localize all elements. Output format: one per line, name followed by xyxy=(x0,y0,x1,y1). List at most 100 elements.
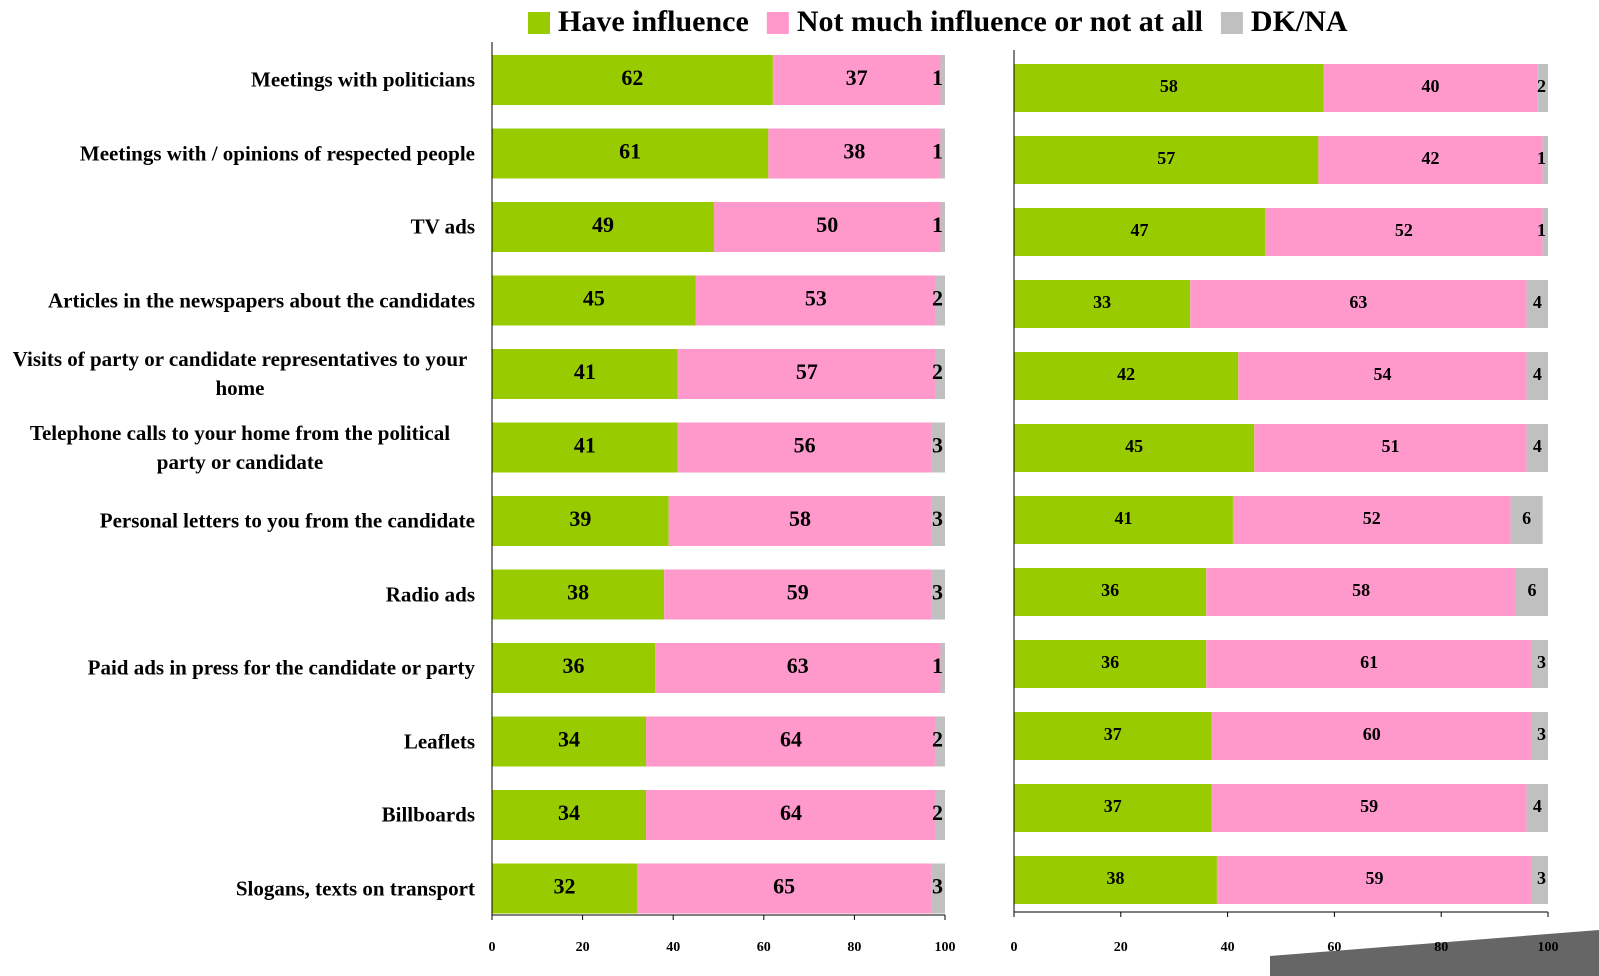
category-label: Paid ads in press for the candidate or p… xyxy=(5,654,475,683)
category-label: Personal letters to you from the candida… xyxy=(5,507,475,536)
value-label: 3 xyxy=(1537,652,1546,672)
value-label: 45 xyxy=(583,286,605,311)
value-label: 64 xyxy=(780,800,802,825)
x-tick-label: 80 xyxy=(1434,940,1448,955)
category-label: Meetings with / opinions of respected pe… xyxy=(5,139,475,168)
category-label: Radio ads xyxy=(5,580,475,609)
bar-segment xyxy=(492,349,678,399)
value-label: 41 xyxy=(574,433,596,458)
bar-segment xyxy=(677,349,936,399)
category-text: Slogans, texts on transport xyxy=(235,876,475,900)
value-label: 36 xyxy=(563,653,585,678)
value-label: 37 xyxy=(1104,796,1122,816)
x-tick-label: 80 xyxy=(847,940,861,955)
bar-segment xyxy=(1238,352,1527,400)
value-label: 47 xyxy=(1130,220,1148,240)
value-label: 34 xyxy=(558,800,580,825)
bar-segment xyxy=(1542,136,1548,184)
bar-segment xyxy=(940,643,945,693)
category-text: Visits of party or candidate representat… xyxy=(12,347,468,400)
bar-segment xyxy=(1318,136,1543,184)
value-label: 39 xyxy=(569,506,591,531)
value-label: 54 xyxy=(1373,364,1391,384)
legend-label: DK/NA xyxy=(1251,5,1348,38)
value-label: 37 xyxy=(1104,724,1122,744)
bar-segment xyxy=(492,202,714,252)
bar-segment xyxy=(636,863,932,914)
value-label: 51 xyxy=(1381,436,1399,456)
category-text: Radio ads xyxy=(385,582,475,606)
value-label: 4 xyxy=(1533,292,1542,312)
bar-segment xyxy=(1216,856,1532,904)
bar-segment xyxy=(931,569,945,620)
bar-segment xyxy=(935,349,945,399)
bar-segment xyxy=(1014,568,1207,616)
bar-segment xyxy=(1211,784,1527,832)
bar-segment xyxy=(940,128,945,179)
category-text: Articles in the newspapers about the can… xyxy=(47,288,475,312)
legend-swatch xyxy=(1220,12,1243,34)
category-text: Billboards xyxy=(381,802,475,827)
bar-segment xyxy=(1526,280,1548,328)
x-tick-label: 0 xyxy=(1011,940,1018,955)
value-label: 2 xyxy=(932,359,943,384)
value-label: 1 xyxy=(932,653,943,678)
x-tick-label: 0 xyxy=(489,940,496,955)
category-label: Leaflets xyxy=(5,727,475,756)
value-label: 64 xyxy=(780,727,802,752)
bar-segment xyxy=(1264,208,1543,256)
category-text: Leaflets xyxy=(403,729,475,753)
bar-segment xyxy=(655,643,941,693)
bar-segment xyxy=(931,422,945,473)
value-label: 61 xyxy=(619,139,641,164)
decoration xyxy=(1270,930,1599,976)
value-label: 52 xyxy=(1395,220,1413,240)
x-tick-label: 20 xyxy=(1114,940,1128,955)
value-label: 38 xyxy=(843,139,865,164)
bar-segment xyxy=(646,790,936,840)
value-label: 59 xyxy=(787,580,809,605)
category-text: Meetings with politicians xyxy=(251,67,475,92)
bar-segment xyxy=(1254,424,1527,472)
legend-label: Have influence xyxy=(558,5,749,38)
value-label: 33 xyxy=(1093,292,1111,312)
bar-segment xyxy=(1531,712,1548,760)
bar-segment xyxy=(1323,64,1538,112)
bar-segment xyxy=(492,790,647,840)
value-label: 58 xyxy=(1352,580,1370,600)
value-label: 63 xyxy=(787,653,809,678)
bar-segment xyxy=(492,716,647,767)
value-label: 36 xyxy=(1101,580,1119,600)
bar-segment xyxy=(1014,352,1239,400)
value-label: 3 xyxy=(932,580,943,605)
value-label: 3 xyxy=(932,433,943,458)
bar-segment xyxy=(1014,208,1265,256)
bar-segment xyxy=(1014,784,1212,832)
value-label: 38 xyxy=(567,580,589,605)
value-label: 4 xyxy=(1533,364,1542,384)
value-label: 58 xyxy=(789,506,811,531)
category-label: Slogans, texts on transport xyxy=(5,874,475,903)
value-label: 59 xyxy=(1360,796,1378,816)
bar-segment xyxy=(492,128,769,179)
value-label: 57 xyxy=(1157,148,1175,168)
bar-segment xyxy=(1515,568,1548,616)
bar-segment xyxy=(1014,640,1207,688)
bar-segment xyxy=(1531,856,1548,904)
bar-segment xyxy=(935,716,945,767)
bar-segment xyxy=(1190,280,1527,328)
value-label: 1 xyxy=(1537,148,1546,168)
bar-segment xyxy=(931,863,945,914)
legend-swatch xyxy=(528,12,550,34)
value-label: 3 xyxy=(1537,724,1546,744)
bar-segment xyxy=(492,422,678,473)
bar-segment xyxy=(1206,640,1532,688)
category-label: Meetings with politicians xyxy=(5,66,475,95)
value-label: 41 xyxy=(574,359,596,384)
bar-segment xyxy=(935,275,945,326)
value-label: 63 xyxy=(1349,292,1367,312)
value-label: 2 xyxy=(932,800,943,825)
category-text: Paid ads in press for the candidate or p… xyxy=(87,655,475,680)
